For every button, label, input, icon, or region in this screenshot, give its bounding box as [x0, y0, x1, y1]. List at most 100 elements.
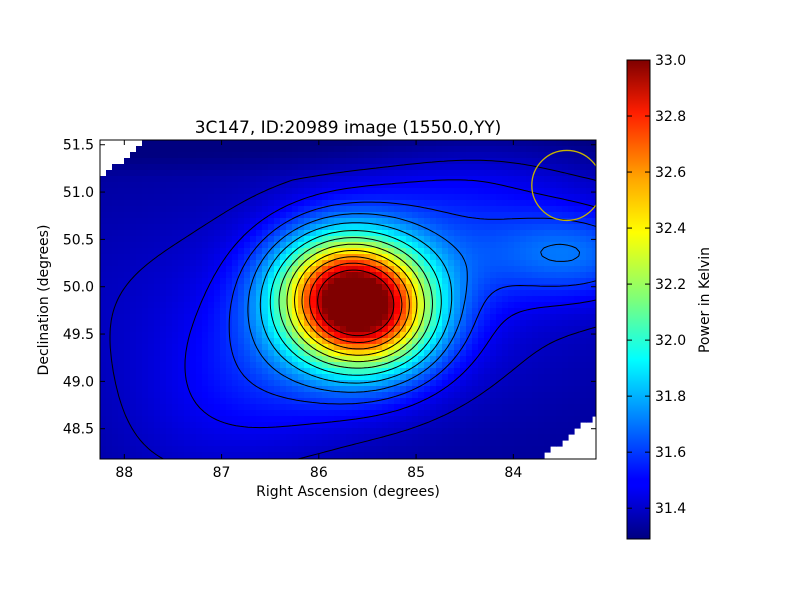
- heatmap-cell: [448, 350, 455, 357]
- heatmap-cell: [232, 440, 239, 447]
- heatmap-cell: [358, 392, 365, 399]
- colorbar-tick-label: 33.0: [655, 53, 686, 69]
- heatmap-cell: [370, 308, 377, 315]
- heatmap-cell: [508, 272, 515, 279]
- heatmap-cell: [118, 200, 125, 207]
- heatmap-cell: [400, 230, 407, 237]
- heatmap-cell: [568, 302, 575, 309]
- heatmap-cell: [406, 182, 413, 189]
- heatmap-cell: [172, 434, 179, 441]
- heatmap-cell: [346, 140, 353, 147]
- heatmap-cell: [250, 236, 257, 243]
- contour-line: [286, 243, 425, 363]
- heatmap-cell: [178, 272, 185, 279]
- heatmap-cell: [508, 170, 515, 177]
- heatmap-cell: [514, 446, 521, 453]
- heatmap-cell: [568, 182, 575, 189]
- heatmap-cell: [400, 170, 407, 177]
- heatmap-cell: [526, 272, 533, 279]
- heatmap-cell: [460, 362, 467, 369]
- heatmap-cell: [490, 182, 497, 189]
- heatmap-cell: [592, 362, 596, 369]
- heatmap-cell: [568, 398, 575, 405]
- heatmap-cell: [496, 308, 503, 315]
- heatmap-cell: [118, 164, 125, 171]
- heatmap-cell: [136, 200, 143, 207]
- heatmap-cell: [112, 422, 119, 429]
- heatmap-cell: [442, 398, 449, 405]
- heatmap-cell: [214, 164, 221, 171]
- heatmap-cell: [286, 212, 293, 219]
- heatmap-cell: [268, 398, 275, 405]
- heatmap-cell: [208, 176, 215, 183]
- heatmap-cell: [580, 230, 587, 237]
- heatmap-cell: [430, 176, 437, 183]
- heatmap-cell: [514, 362, 521, 369]
- heatmap-cell: [160, 206, 167, 213]
- heatmap-cell: [238, 230, 245, 237]
- heatmap-cell: [196, 158, 203, 165]
- heatmap-cell: [232, 350, 239, 357]
- heatmap-cell: [292, 440, 299, 447]
- heatmap-cell: [424, 398, 431, 405]
- heatmap-cell: [196, 422, 203, 429]
- heatmap-cell: [514, 344, 521, 351]
- heatmap-cell: [196, 248, 203, 255]
- heatmap-cell: [514, 248, 521, 255]
- heatmap-cell: [196, 410, 203, 417]
- heatmap-cell: [574, 392, 581, 399]
- heatmap-cell: [346, 314, 353, 321]
- heatmap-cell: [286, 416, 293, 423]
- heatmap-cell: [532, 440, 539, 447]
- heatmap-cell: [418, 368, 425, 375]
- heatmap-cell: [208, 386, 215, 393]
- heatmap-cell: [322, 350, 329, 357]
- heatmap-cell: [130, 266, 137, 273]
- heatmap-cell: [124, 386, 131, 393]
- heatmap-cell: [514, 236, 521, 243]
- heatmap-cell: [304, 332, 311, 339]
- heatmap-cell: [406, 188, 413, 195]
- heatmap-cell: [484, 176, 491, 183]
- heatmap-cell: [280, 218, 287, 225]
- heatmap-cell: [496, 236, 503, 243]
- heatmap-cell: [520, 188, 527, 195]
- heatmap-cell: [106, 176, 113, 183]
- heatmap-cell: [550, 206, 557, 213]
- heatmap-cell: [112, 446, 119, 453]
- heatmap-cell: [172, 410, 179, 417]
- heatmap-cell: [532, 308, 539, 315]
- heatmap-cell: [142, 302, 149, 309]
- heatmap-cell: [562, 194, 569, 201]
- heatmap-cell: [370, 302, 377, 309]
- heatmap-cell: [556, 308, 563, 315]
- heatmap-cell: [466, 326, 473, 333]
- heatmap-cell: [142, 230, 149, 237]
- heatmap-cell: [238, 350, 245, 357]
- heatmap-cell: [592, 266, 596, 273]
- heatmap-cell: [352, 158, 359, 165]
- heatmap-cell: [436, 188, 443, 195]
- heatmap-cell: [556, 236, 563, 243]
- heatmap-cell: [220, 308, 227, 315]
- heatmap-cell: [580, 320, 587, 327]
- heatmap-cell: [250, 218, 257, 225]
- heatmap-cell: [568, 290, 575, 297]
- heatmap-cell: [202, 386, 209, 393]
- heatmap-cell: [454, 254, 461, 261]
- heatmap-cell: [496, 224, 503, 231]
- heatmap-cell: [310, 386, 317, 393]
- heatmap-cell: [256, 326, 263, 333]
- heatmap-cell: [280, 290, 287, 297]
- heatmap-cell: [202, 170, 209, 177]
- heatmap-cell: [292, 332, 299, 339]
- heatmap-cell: [124, 164, 131, 171]
- heatmap-cell: [574, 230, 581, 237]
- heatmap-cell: [322, 320, 329, 327]
- heatmap-cell: [436, 416, 443, 423]
- heatmap-cell: [340, 392, 347, 399]
- heatmap-cell: [184, 404, 191, 411]
- heatmap-cell: [394, 248, 401, 255]
- heatmap-cell: [256, 314, 263, 321]
- heatmap-cell: [202, 398, 209, 405]
